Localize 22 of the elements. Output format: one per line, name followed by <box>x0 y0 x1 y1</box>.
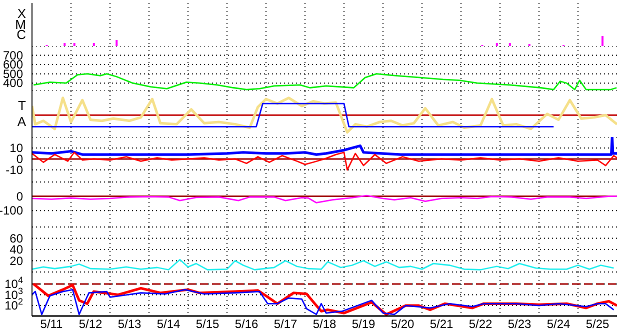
x-tick-label: 5/11 <box>40 317 64 331</box>
x-tick-label: 5/16 <box>234 317 258 331</box>
x-tick-label: 5/17 <box>274 317 298 331</box>
y-tick-label: 40 <box>10 242 24 256</box>
text: A <box>17 114 26 129</box>
x-tick-label: 5/21 <box>430 317 454 331</box>
x-tick-label: 5/18 <box>312 317 336 331</box>
y-tick-label: 0 <box>16 189 24 204</box>
text: X <box>17 6 26 21</box>
x-tick-label: 5/22 <box>468 317 492 331</box>
x-tick-label: 5/14 <box>156 317 180 331</box>
x-tick-label: 5/12 <box>78 317 102 331</box>
text: T <box>18 98 26 114</box>
y-tick-label: 20 <box>10 254 24 268</box>
x-tick-label: 5/19 <box>352 317 376 331</box>
y-tick-label: 60 <box>10 231 24 246</box>
x-tick-label: 5/13 <box>118 317 142 331</box>
x-tick-label: 5/23 <box>508 317 532 331</box>
x-tick-label: 5/25 <box>586 317 610 331</box>
x-tick-label: 5/15 <box>196 317 220 331</box>
x-tick-label: 5/20 <box>390 317 414 331</box>
x-tick-label: 5/24 <box>546 317 570 331</box>
